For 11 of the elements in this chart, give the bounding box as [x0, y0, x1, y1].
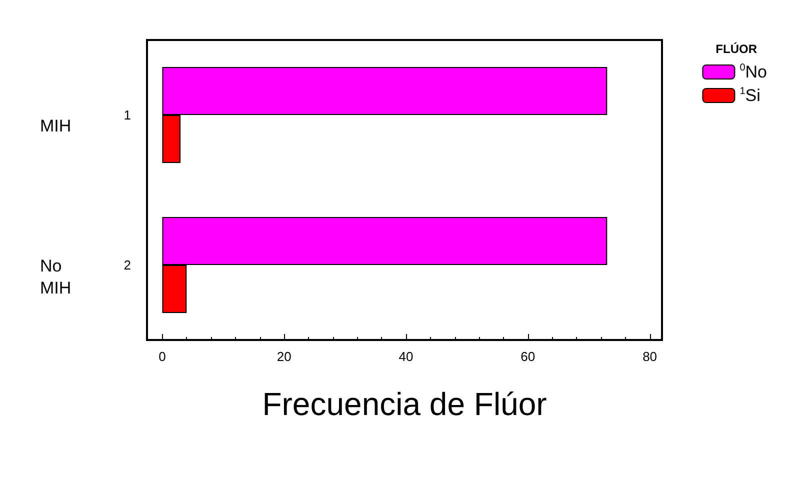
- x-tick-label: 20: [276, 349, 292, 364]
- x-tick-label: 0: [158, 349, 166, 364]
- y-tick-label: 2: [124, 258, 131, 272]
- x-tick-label: 60: [520, 349, 536, 364]
- y-tick-label: 1: [124, 108, 131, 122]
- text: MIH: [40, 116, 72, 136]
- x-tick-label: 80: [642, 349, 658, 364]
- text: No MIH: [40, 256, 72, 298]
- x-axis-title: Frecuencia de Flúor: [262, 386, 548, 422]
- x-tick-label: 40: [398, 349, 414, 364]
- legend-title: FLÚOR: [716, 42, 758, 56]
